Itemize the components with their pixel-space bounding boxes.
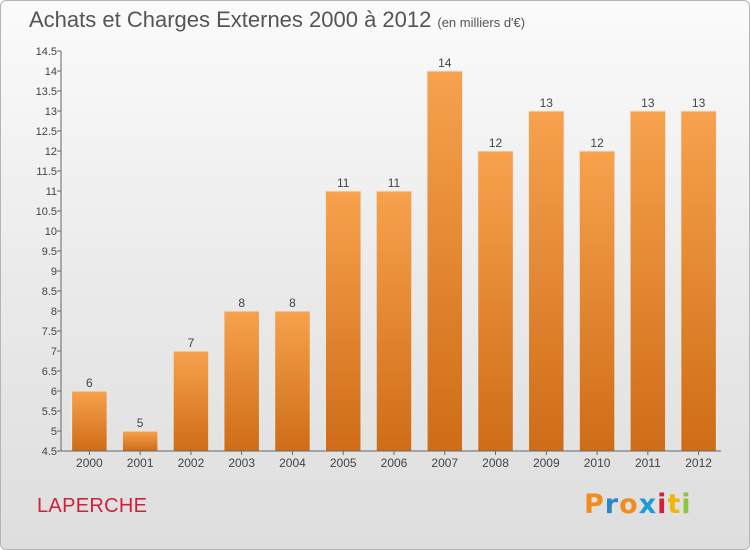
- y-tick-label: 8.5: [42, 286, 57, 298]
- bar-2003: [223, 310, 260, 452]
- data-label-2000: 6: [86, 376, 93, 390]
- data-label-2012: 13: [692, 96, 706, 110]
- x-axis: 2000 2001 2002 2003 2004 2005 2006 2007 2008 2009…: [61, 450, 721, 470]
- y-tick-label: 6.5: [42, 366, 57, 378]
- bar-2005: [324, 190, 362, 452]
- bars: 6 5 7 8 8 11 11 14 12 13 12 13 13: [71, 56, 717, 452]
- x-tick-label-2002: 2002: [178, 456, 205, 470]
- y-tick-label: 6: [51, 386, 57, 398]
- data-label-2004: 8: [289, 296, 296, 310]
- location-label: LAPERCHE: [37, 495, 148, 517]
- data-label-2009: 13: [540, 96, 554, 110]
- x-tick-label-2000: 2000: [76, 456, 103, 470]
- data-label-2006: 11: [388, 176, 401, 190]
- chart-title: Achats et Charges Externes 2000 à 2012 (e…: [29, 7, 525, 33]
- x-tick-label-2005: 2005: [330, 456, 357, 470]
- bar-2006: [375, 190, 413, 452]
- y-tick-label: 13: [45, 106, 57, 118]
- y-tick-label: 12: [45, 146, 57, 158]
- data-label-2008: 12: [489, 136, 503, 150]
- y-tick-label: 14: [45, 66, 57, 78]
- y-tick-label: 13.5: [36, 86, 57, 98]
- logo-letter: r: [604, 489, 620, 520]
- y-tick-label: 9.5: [42, 246, 57, 258]
- bar-2010: [578, 150, 616, 452]
- y-tick-label: 9: [51, 266, 57, 278]
- y-tick-label: 7: [51, 346, 57, 358]
- x-tick-label-2003: 2003: [228, 456, 255, 470]
- data-label-2001: 5: [137, 416, 144, 430]
- y-tick-label: 10: [45, 226, 57, 238]
- y-tick-label: 11: [46, 186, 57, 198]
- logo-letter: i: [681, 489, 692, 520]
- bar-2012: [680, 110, 717, 452]
- y-tick-label: 4.5: [42, 446, 57, 458]
- x-tick-label-2008: 2008: [482, 456, 509, 470]
- x-tick-label-2006: 2006: [381, 456, 408, 470]
- data-label-2003: 8: [238, 296, 245, 310]
- y-tick-label: 5: [51, 426, 57, 438]
- y-tick-label: 12.5: [36, 126, 57, 138]
- bar-2004: [274, 310, 311, 452]
- data-label-2011: 13: [641, 96, 655, 110]
- bar-2011: [629, 110, 667, 452]
- x-tick-label-2007: 2007: [431, 456, 458, 470]
- bar-2000: [71, 390, 108, 452]
- y-tick-label: 5.5: [42, 406, 57, 418]
- data-label-2007: 14: [438, 56, 452, 70]
- chart-unit: (en milliers d'€): [437, 15, 526, 30]
- x-tick-label-2010: 2010: [584, 456, 611, 470]
- y-tick-label: 14.5: [36, 46, 57, 58]
- chart-title-text: Achats et Charges Externes 2000 à 2012: [29, 7, 432, 32]
- x-tick-label-2001: 2001: [127, 456, 154, 470]
- bar-2001: [121, 430, 159, 452]
- data-label-2002: 7: [188, 336, 195, 350]
- y-axis: 4.5 5 5.5 6 6.5 7 7.5 8 8.5 9 9.5 10 10.5 11 11.5 12 12.…: [36, 46, 62, 458]
- y-tick-label: 8: [51, 306, 57, 318]
- bar-2007: [426, 70, 464, 452]
- x-tick-label-2011: 2011: [635, 456, 661, 470]
- x-tick-label-2004: 2004: [279, 456, 306, 470]
- data-label-2005: 11: [337, 176, 350, 190]
- y-tick-label: 10.5: [36, 206, 57, 218]
- bar-2009: [528, 110, 565, 452]
- bar-2008: [477, 150, 514, 452]
- y-tick-label: 11.5: [36, 166, 57, 178]
- logo-letter: x: [638, 489, 658, 520]
- y-tick-label: 7.5: [42, 326, 57, 338]
- x-tick-label-2012: 2012: [685, 456, 712, 470]
- logo-letter: o: [619, 489, 639, 520]
- bar-2002: [172, 350, 210, 452]
- logo-letter: t: [667, 489, 682, 520]
- proxiti-logo: Proxiti: [584, 489, 692, 520]
- logo-letter: i: [657, 489, 668, 520]
- x-tick-label-2009: 2009: [533, 456, 560, 470]
- data-label-2010: 12: [590, 136, 604, 150]
- logo-letter: P: [584, 489, 605, 520]
